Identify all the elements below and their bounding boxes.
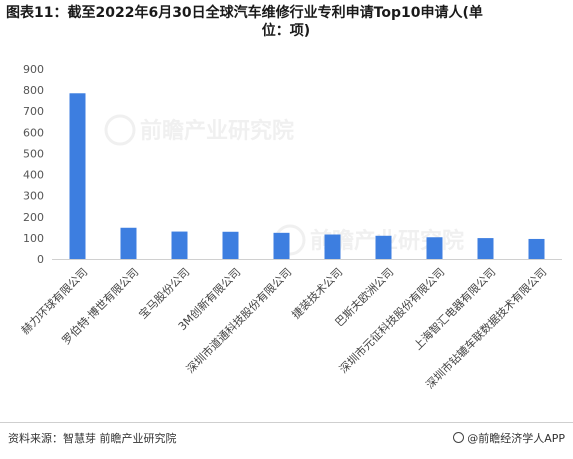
bar — [528, 238, 545, 259]
chart-title: 图表11：截至2022年6月30日全球汽车维修行业专利申请Top10申请人(单 … — [6, 4, 566, 40]
bar-series — [69, 93, 545, 260]
chart-title-line2: 位：项) — [261, 23, 311, 39]
x-tick-label: 捷装技术公司 — [289, 265, 346, 322]
credit: @前瞻经济学人APP — [453, 430, 565, 446]
bar — [426, 237, 443, 259]
svg-text:前瞻产业研究院: 前瞻产业研究院 — [140, 118, 294, 144]
y-tick-label: 300 — [23, 190, 44, 203]
chart-title-line1: 图表11：截至2022年6月30日全球汽车维修行业专利申请Top10申请人(单 — [6, 5, 483, 21]
source-note: 资料来源：智慧芽 前瞻产业研究院 — [8, 432, 177, 445]
footer-divider — [0, 422, 573, 423]
x-tick-label: 深圳市道通科技股份有限公司 — [183, 265, 294, 376]
x-tick-label: 上海智汇电器有限公司 — [411, 265, 499, 353]
bar — [222, 231, 239, 259]
y-tick-label: 600 — [23, 126, 44, 139]
bar — [477, 238, 494, 259]
brand-logo-icon — [453, 432, 465, 443]
x-tick-label: 深圳市元征科技股份有限公司 — [336, 265, 447, 376]
bar — [171, 231, 188, 259]
y-tick-label: 900 — [23, 63, 44, 76]
bar — [69, 93, 86, 260]
y-tick-label: 0 — [37, 253, 44, 266]
y-axis: 0 100 200 300 400 500 600 700 800 900 — [23, 63, 44, 266]
y-tick-label: 200 — [23, 211, 44, 224]
x-tick-label: 宝马股份公司 — [136, 265, 193, 322]
bar — [120, 227, 137, 259]
bar — [324, 234, 341, 259]
y-tick-label: 700 — [23, 105, 44, 118]
bar — [375, 235, 392, 259]
x-axis-labels: 赫力环球有限公司罗伯特·博世有限公司宝马股份公司3M创新有限公司深圳市道通科技股… — [18, 265, 549, 392]
bar-chart: 前瞻产业研究院 前瞻产业研究院 010020030040050060070080… — [18, 63, 562, 392]
watermark-logo: 前瞻产业研究院 — [104, 114, 294, 146]
y-tick-label: 400 — [23, 169, 44, 182]
y-tick-label: 500 — [23, 147, 44, 160]
credit-text: @前瞻经济学人APP — [467, 432, 565, 445]
y-tick-label: 100 — [23, 232, 44, 245]
bar — [273, 232, 290, 259]
y-tick-label: 800 — [23, 84, 44, 97]
